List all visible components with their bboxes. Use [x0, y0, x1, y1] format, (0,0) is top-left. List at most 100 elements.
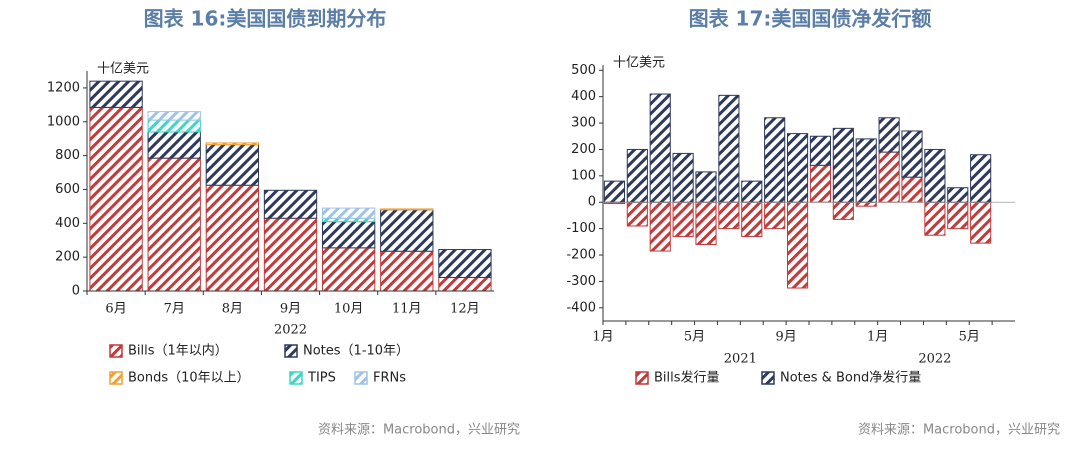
y-tick-label: 300: [571, 116, 596, 131]
bar: [786, 201, 809, 289]
bar: [649, 93, 671, 203]
bar: [147, 131, 201, 159]
bar: [718, 94, 740, 203]
legend-swatch: [761, 371, 775, 385]
bar: [718, 201, 740, 230]
y-unit: 十亿美元: [613, 56, 665, 71]
x-tick-label: 9月: [280, 302, 301, 317]
source: 资料来源：Macrobond，兴业研究: [318, 423, 520, 438]
legend-swatch: [354, 371, 368, 385]
bar: [741, 180, 763, 203]
y-tick-label: -300: [566, 274, 596, 289]
y-unit: 十亿美元: [97, 62, 149, 77]
bar: [263, 217, 318, 292]
bar: [695, 171, 717, 203]
bar: [321, 207, 376, 219]
bar: [878, 117, 900, 153]
x-tick-label: 5月: [684, 330, 705, 345]
legend-label: Notes & Bond净发行量: [780, 370, 921, 386]
bar: [321, 221, 376, 249]
x-group-label: 2022: [918, 352, 951, 367]
x-group-label: 2021: [724, 352, 757, 367]
bar: [380, 208, 434, 211]
bar: [321, 217, 376, 223]
legend-swatch: [109, 344, 123, 358]
legend-swatch: [284, 344, 298, 358]
y-tick-label: 100: [571, 168, 596, 183]
legend-swatch: [289, 371, 303, 385]
x-tick-label: 9月: [775, 330, 796, 345]
x-tick-label: 1月: [867, 330, 888, 345]
bar: [603, 180, 626, 203]
bar: [672, 201, 694, 238]
x-tick-label: 11月: [392, 302, 422, 317]
y-tick-label: -100: [566, 221, 596, 236]
bar: [924, 201, 946, 236]
bar: [380, 250, 434, 292]
bar: [855, 138, 877, 203]
y-tick-label: 1000: [47, 114, 80, 129]
bar: [855, 201, 877, 207]
chart-title: 图表 16:美国国债到期分布: [144, 7, 387, 31]
bar: [695, 201, 717, 245]
bar: [438, 276, 492, 292]
y-tick-label: -200: [566, 248, 596, 263]
bar: [809, 164, 832, 203]
bar: [832, 201, 854, 220]
bar: [438, 249, 492, 278]
bar: [901, 130, 923, 178]
bar: [89, 80, 143, 108]
legend-label: TIPS: [307, 371, 336, 386]
bar: [263, 189, 318, 219]
bar: [147, 157, 201, 292]
y-tick-label: 1200: [47, 80, 80, 95]
y-tick-label: 500: [571, 63, 596, 78]
bar: [741, 201, 763, 238]
bar: [89, 106, 143, 292]
bar: [832, 127, 854, 203]
y-tick-label: 200: [571, 142, 596, 157]
legend-label: Bills（1年以内）: [128, 343, 228, 359]
y-tick-label: 600: [55, 182, 80, 197]
bar: [205, 142, 260, 146]
chart-title: 图表 17:美国国债净发行额: [689, 7, 932, 31]
bar: [147, 119, 201, 133]
bar: [672, 152, 694, 203]
y-tick-label: 400: [55, 216, 80, 231]
y-tick-label: 0: [72, 284, 80, 299]
bar: [626, 201, 648, 227]
x-tick-label: 1月: [592, 330, 613, 345]
y-tick-label: 0: [588, 195, 596, 210]
bar: [205, 144, 260, 186]
bar: [205, 184, 260, 292]
y-tick-label: 400: [571, 89, 596, 104]
x-tick-label: 12月: [450, 302, 480, 317]
x-tick-label: 7月: [164, 302, 185, 317]
bar: [947, 187, 969, 203]
x-tick-label: 5月: [959, 330, 980, 345]
bar: [901, 176, 923, 203]
bar: [764, 117, 786, 203]
x-axis-label: 2022: [274, 323, 307, 338]
bar: [970, 201, 992, 244]
bar: [649, 201, 671, 252]
bar: [764, 201, 786, 230]
legend-label: Bills发行量: [654, 370, 720, 386]
y-tick-label: -400: [566, 300, 596, 315]
bar: [626, 148, 648, 203]
source: 资料来源：Macrobond，兴业研究: [858, 423, 1060, 438]
bar: [878, 151, 900, 203]
bar: [147, 111, 201, 121]
bar: [380, 209, 434, 252]
bar: [786, 133, 809, 203]
bar: [321, 247, 376, 292]
bar: [809, 135, 832, 166]
x-tick-label: 6月: [105, 302, 126, 317]
legend-swatch: [635, 371, 649, 385]
bar: [947, 201, 969, 230]
y-tick-label: 800: [55, 148, 80, 163]
legend-swatch: [109, 371, 123, 385]
y-tick-label: 200: [55, 250, 80, 265]
legend-label: FRNs: [373, 371, 406, 386]
